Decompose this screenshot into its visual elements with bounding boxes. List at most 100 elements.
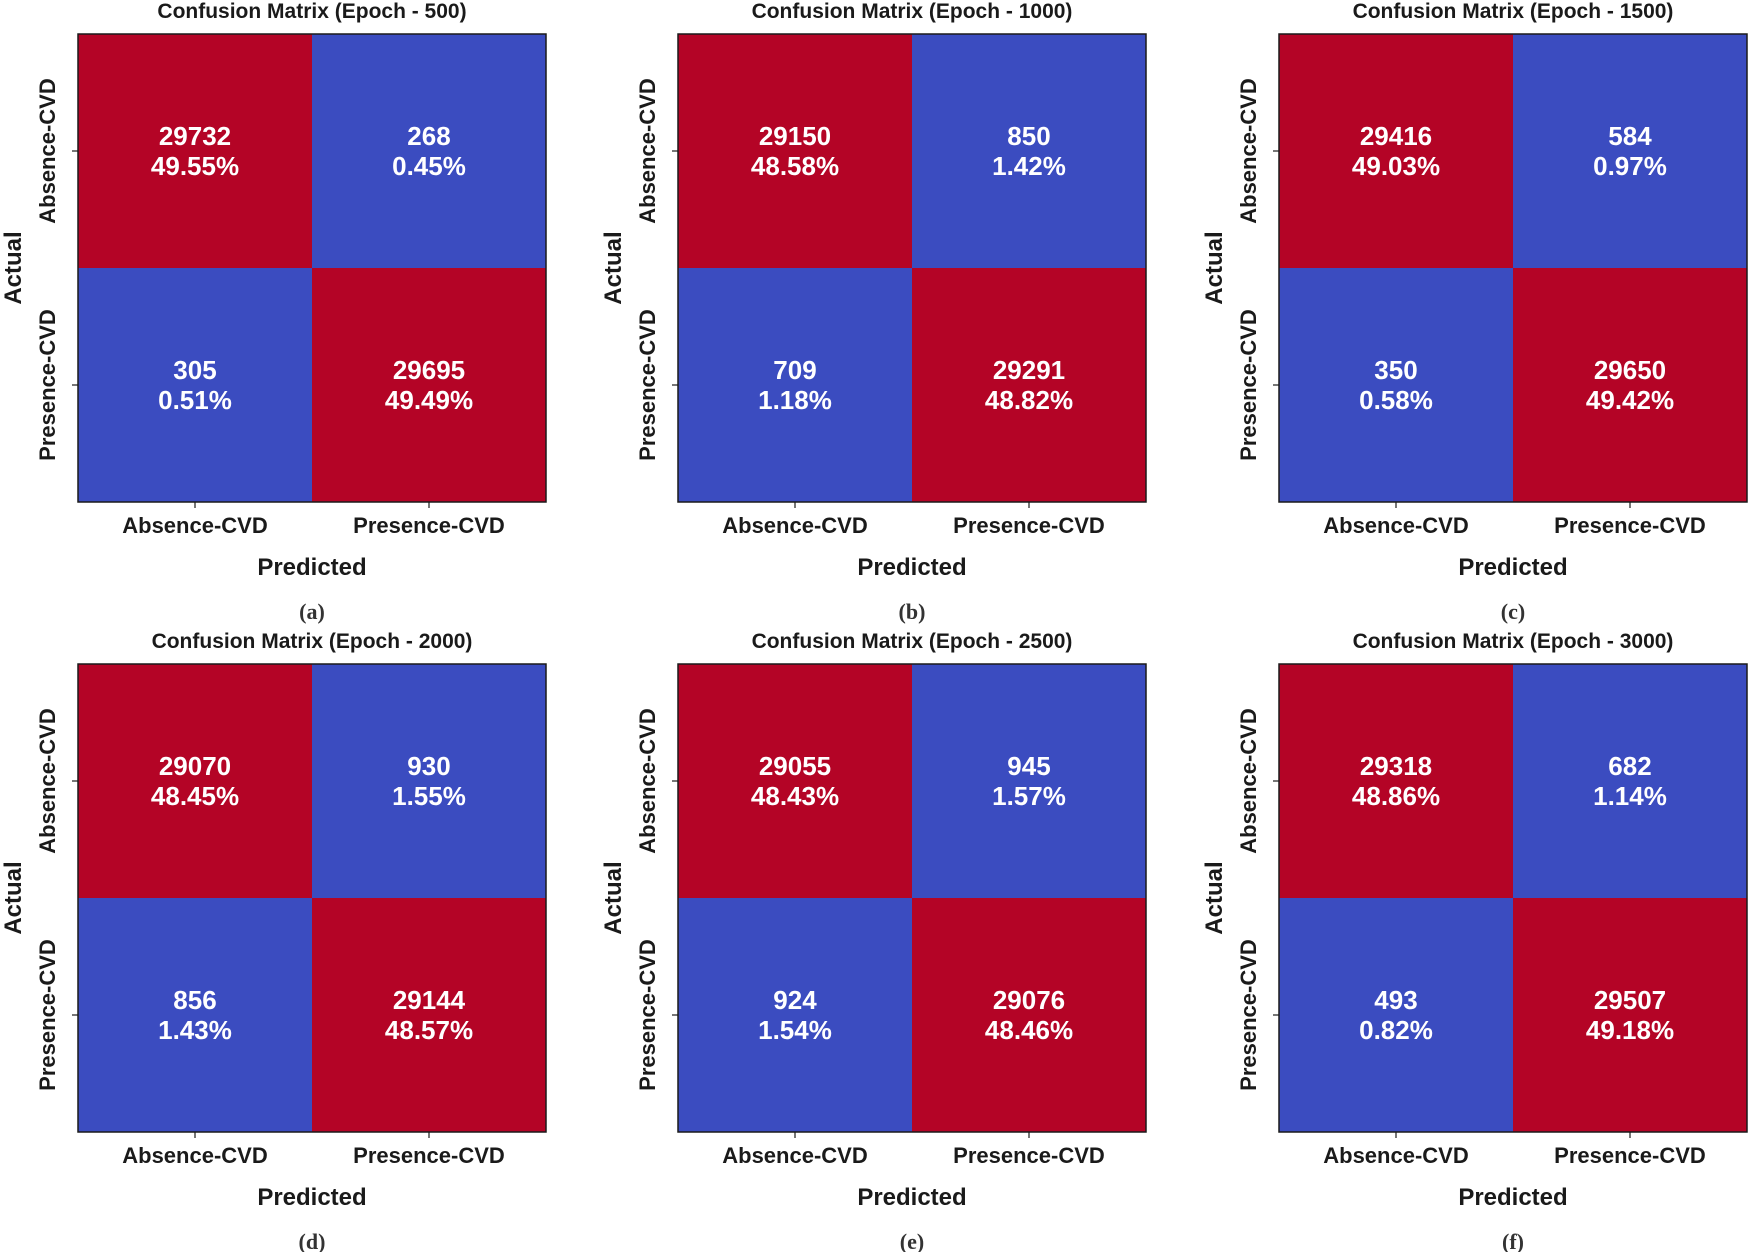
x-axis-label: Predicted — [257, 1184, 366, 1211]
heatmap-cell — [78, 34, 312, 268]
cell-count-label: 856 — [173, 985, 216, 1015]
x-axis-label: Predicted — [857, 1184, 966, 1211]
heatmap-cell — [912, 34, 1146, 268]
cell-percent-label: 48.58% — [751, 151, 839, 181]
y-tick-label: Presence-CVD — [35, 939, 60, 1091]
cell-count-label: 29150 — [759, 121, 831, 151]
x-tick-label: Absence-CVD — [722, 513, 867, 538]
chart-title: Confusion Matrix (Epoch - 1000) — [752, 0, 1073, 23]
cell-count-label: 29650 — [1594, 355, 1666, 385]
cell-percent-label: 1.55% — [392, 781, 466, 811]
y-tick-label: Presence-CVD — [35, 309, 60, 461]
y-tick-label: Presence-CVD — [1236, 939, 1261, 1091]
x-axis-label: Predicted — [1458, 1184, 1567, 1211]
cell-count-label: 584 — [1608, 121, 1652, 151]
cell-percent-label: 49.18% — [1586, 1015, 1674, 1045]
cell-percent-label: 1.54% — [758, 1015, 832, 1045]
y-axis-label: Actual — [0, 231, 27, 304]
y-tick-label: Absence-CVD — [35, 708, 60, 853]
heatmap-frame — [77, 33, 547, 503]
heatmap-cell — [312, 664, 546, 898]
y-tick-label: Presence-CVD — [1236, 309, 1261, 461]
x-tick-label: Absence-CVD — [722, 1143, 867, 1168]
cell-count-label: 29291 — [993, 355, 1065, 385]
y-tick-label: Presence-CVD — [635, 939, 660, 1091]
cell-count-label: 350 — [1374, 355, 1417, 385]
x-axis-label: Predicted — [257, 554, 366, 581]
cell-count-label: 29318 — [1360, 751, 1432, 781]
chart-title: Confusion Matrix (Epoch - 2000) — [152, 630, 473, 653]
y-axis-label: Actual — [600, 231, 627, 304]
x-tick-label: Absence-CVD — [1323, 513, 1468, 538]
chart-title: Confusion Matrix (Epoch - 2500) — [752, 630, 1073, 653]
heatmap-cell — [912, 664, 1146, 898]
cell-percent-label: 48.43% — [751, 781, 839, 811]
heatmap-cell — [678, 898, 912, 1132]
cell-count-label: 709 — [773, 355, 816, 385]
cell-percent-label: 0.51% — [158, 385, 232, 415]
cell-percent-label: 48.46% — [985, 1015, 1073, 1045]
cell-count-label: 29070 — [159, 751, 231, 781]
y-tick-label: Absence-CVD — [1236, 78, 1261, 223]
heatmap-cell — [78, 268, 312, 502]
heatmap-cell — [312, 34, 546, 268]
x-tick-label: Presence-CVD — [353, 513, 505, 538]
cell-percent-label: 1.57% — [992, 781, 1066, 811]
heatmap-cell — [912, 268, 1146, 502]
cell-percent-label: 1.14% — [1593, 781, 1667, 811]
heatmap-cell — [1279, 898, 1513, 1132]
cell-count-label: 268 — [407, 121, 450, 151]
cell-count-label: 682 — [1608, 751, 1651, 781]
subfigure-caption: (b) — [899, 599, 926, 624]
cell-percent-label: 1.42% — [992, 151, 1066, 181]
cell-percent-label: 48.82% — [985, 385, 1073, 415]
cell-percent-label: 0.58% — [1359, 385, 1433, 415]
heatmap-cell — [312, 268, 546, 502]
y-axis-label: Actual — [1201, 861, 1228, 934]
y-axis-label: Actual — [1201, 231, 1228, 304]
cell-count-label: 29055 — [759, 751, 831, 781]
heatmap-cell — [1513, 664, 1747, 898]
cell-percent-label: 49.42% — [1586, 385, 1674, 415]
cell-percent-label: 0.82% — [1359, 1015, 1433, 1045]
heatmap-cell — [1513, 898, 1747, 1132]
cell-count-label: 29416 — [1360, 121, 1432, 151]
heatmap-cell — [1279, 34, 1513, 268]
heatmap-cell — [1513, 34, 1747, 268]
cell-count-label: 29507 — [1594, 985, 1666, 1015]
cell-count-label: 850 — [1007, 121, 1050, 151]
heatmap-cell — [678, 664, 912, 898]
heatmap-frame — [77, 663, 547, 1133]
cell-count-label: 493 — [1374, 985, 1417, 1015]
y-tick-label: Absence-CVD — [35, 78, 60, 223]
cell-count-label: 945 — [1007, 751, 1050, 781]
x-axis-label: Predicted — [857, 554, 966, 581]
x-tick-label: Absence-CVD — [1323, 1143, 1468, 1168]
y-axis-label: Actual — [0, 861, 27, 934]
cell-count-label: 305 — [173, 355, 216, 385]
heatmap-frame — [677, 663, 1147, 1133]
cell-percent-label: 0.97% — [1593, 151, 1667, 181]
y-axis-label: Actual — [600, 861, 627, 934]
y-tick-label: Presence-CVD — [635, 309, 660, 461]
heatmap-frame — [1278, 33, 1748, 503]
cell-percent-label: 48.57% — [385, 1015, 473, 1045]
cell-count-label: 29695 — [393, 355, 465, 385]
heatmap-cell — [312, 898, 546, 1132]
chart-title: Confusion Matrix (Epoch - 3000) — [1353, 630, 1674, 653]
x-tick-label: Presence-CVD — [953, 1143, 1105, 1168]
heatmap-cell — [678, 34, 912, 268]
y-tick-label: Absence-CVD — [1236, 708, 1261, 853]
subfigure-caption: (c) — [1501, 599, 1525, 624]
x-tick-label: Presence-CVD — [1554, 513, 1706, 538]
x-tick-label: Absence-CVD — [122, 1143, 267, 1168]
chart-title: Confusion Matrix (Epoch - 1500) — [1353, 0, 1674, 23]
cell-percent-label: 48.86% — [1352, 781, 1440, 811]
chart-title: Confusion Matrix (Epoch - 500) — [157, 0, 466, 23]
heatmap-cell — [78, 664, 312, 898]
heatmap-frame — [1278, 663, 1748, 1133]
x-tick-label: Presence-CVD — [1554, 1143, 1706, 1168]
cell-percent-label: 1.18% — [758, 385, 832, 415]
cell-percent-label: 49.55% — [151, 151, 239, 181]
